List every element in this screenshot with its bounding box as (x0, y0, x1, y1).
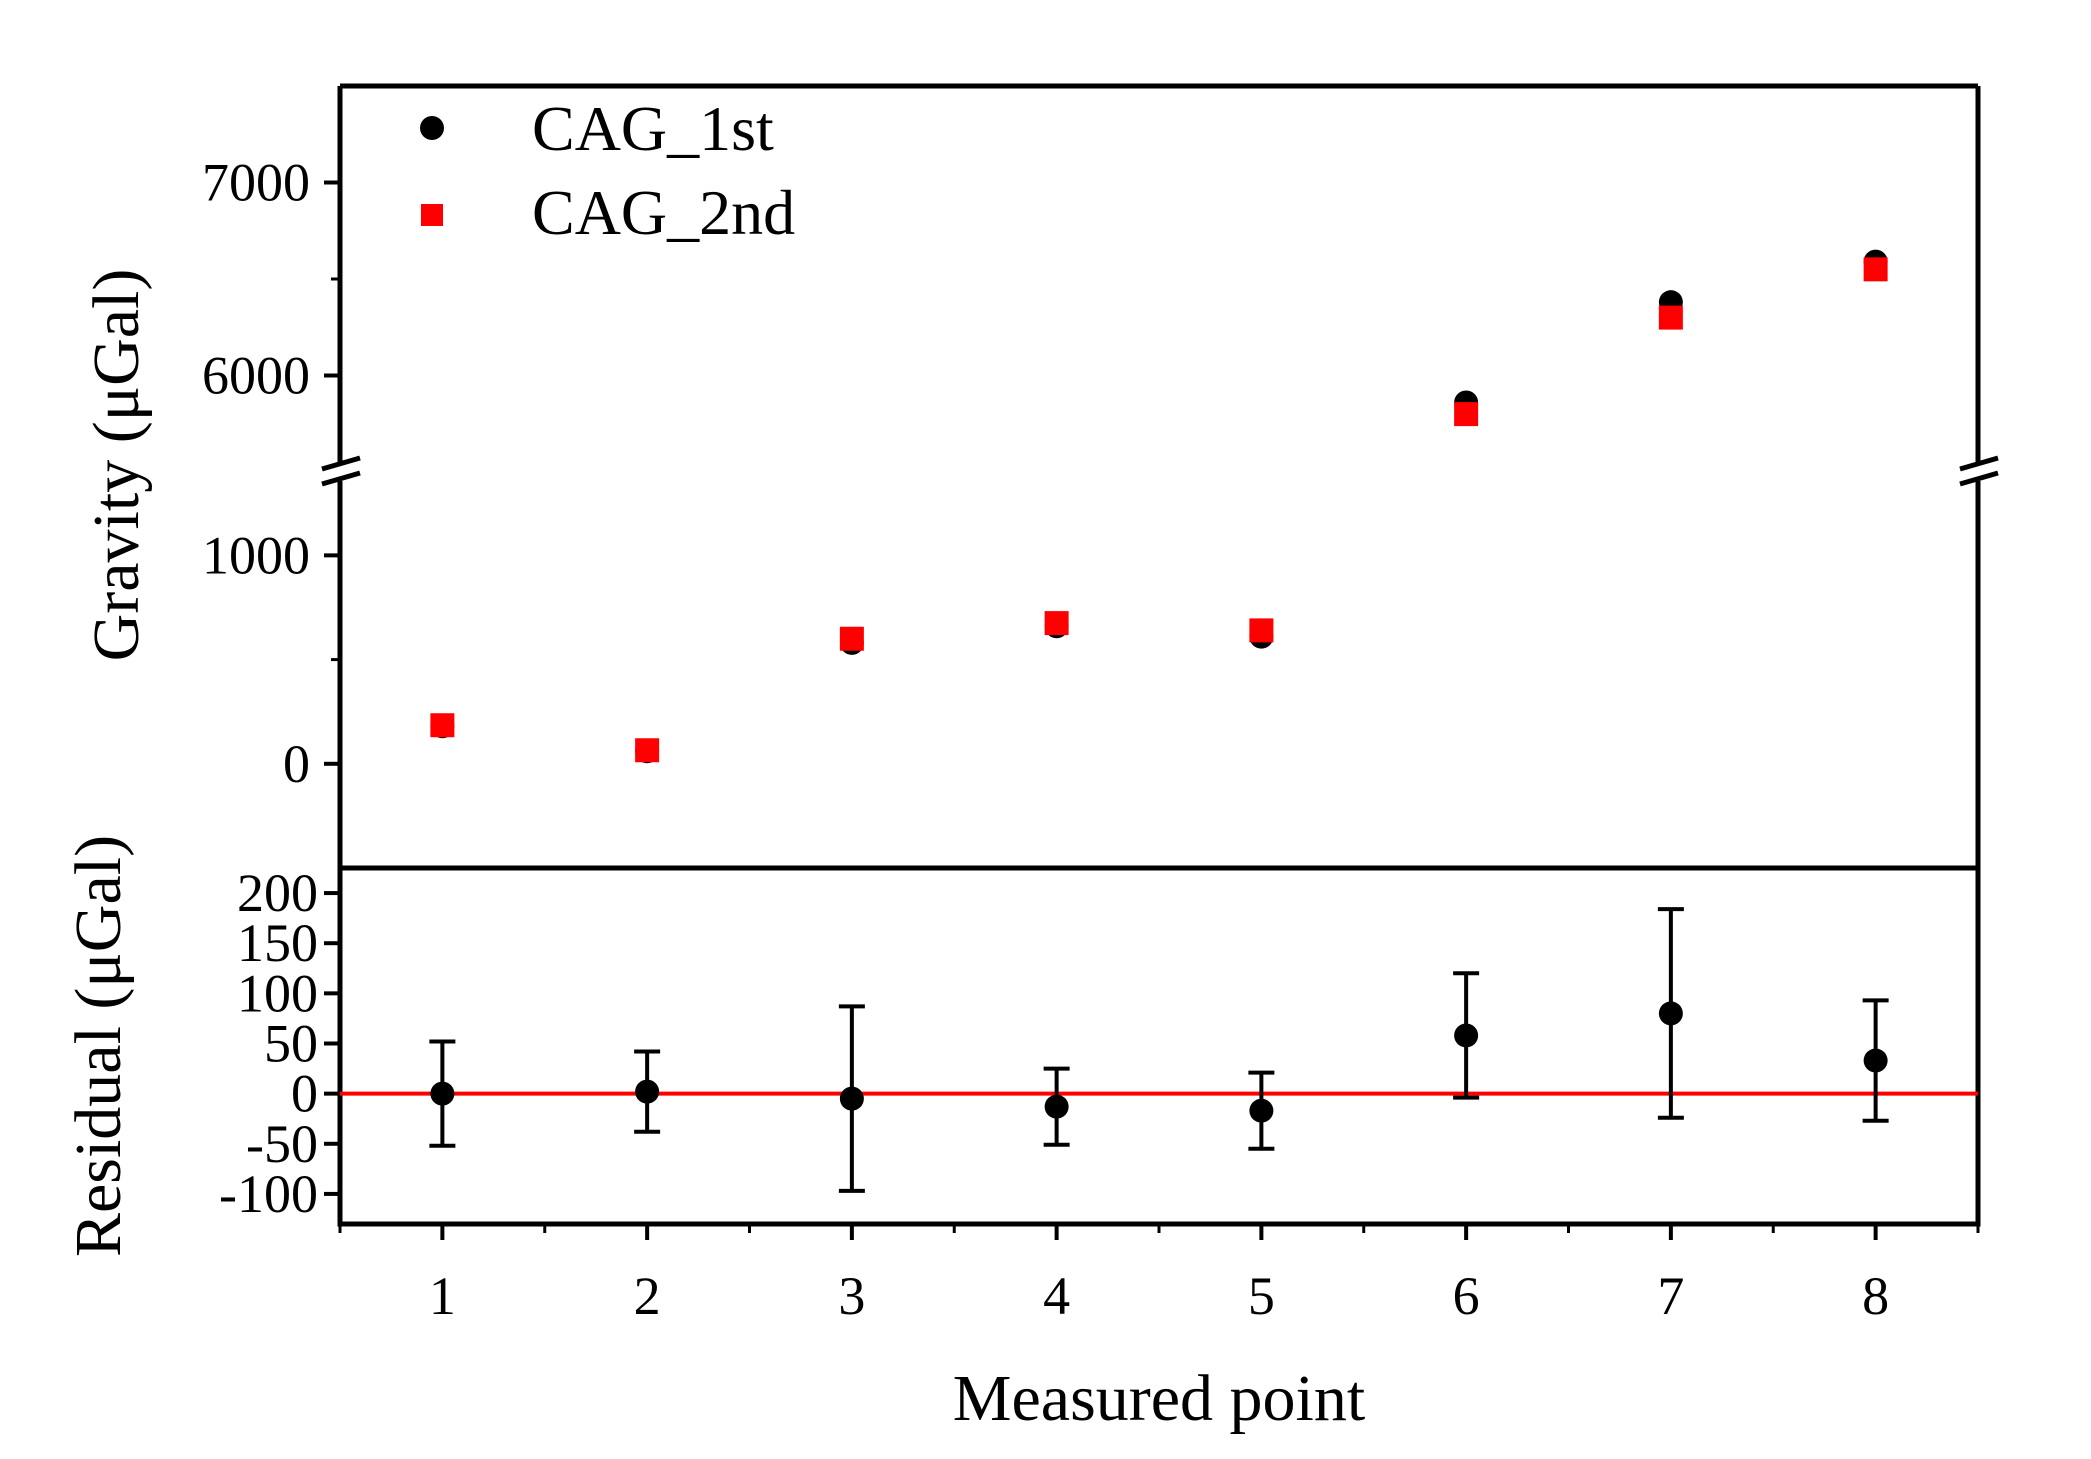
point-cag-2nd (1249, 618, 1274, 643)
x-tick-label: 8 (1862, 1266, 1889, 1326)
x-tick-label: 7 (1657, 1266, 1684, 1326)
x-tick-label: 6 (1453, 1266, 1480, 1326)
residual-point (1863, 1048, 1888, 1073)
residual-y-tick-label: 200 (237, 863, 318, 923)
residual-point (635, 1079, 660, 1104)
residual-y-tick-label: -100 (219, 1164, 318, 1224)
x-tick-label: 1 (429, 1266, 456, 1326)
x-tick-label: 2 (634, 1266, 661, 1326)
axis-break-left (320, 455, 361, 487)
x-tick-label: 3 (838, 1266, 865, 1326)
residual-point (1454, 1023, 1479, 1048)
residual-y-tick-label: 150 (237, 913, 318, 973)
residual-y-tick-label: 50 (264, 1013, 318, 1073)
x-tick-label: 5 (1248, 1266, 1275, 1326)
residual-y-tick-label: 100 (237, 963, 318, 1023)
point-cag-2nd (1658, 305, 1683, 330)
point-cag-2nd (635, 738, 660, 763)
residual-axis-title: Residual (μGal) (62, 835, 135, 1257)
gravity-y-tick-label: 6000 (202, 346, 310, 406)
residual-point (1658, 1001, 1683, 1026)
point-cag-2nd (1044, 611, 1069, 636)
residual-y-tick-label: -50 (246, 1114, 318, 1174)
legend-label-cag-2nd: CAG_2nd (532, 177, 795, 248)
gravity-y-tick-label: 7000 (202, 153, 310, 213)
legend: CAG_1st CAG_2nd (420, 93, 795, 248)
gravity-y-tick-label: 0 (283, 734, 310, 794)
point-cag-2nd (1863, 257, 1888, 282)
gravity-y-tick-label: 1000 (202, 525, 310, 585)
residual-point (430, 1081, 455, 1106)
legend-marker-cag-1st (420, 116, 444, 140)
residual-point (839, 1086, 864, 1111)
gravity-axis-title: Gravity (μGal) (80, 269, 153, 662)
top-panel-frame (337, 83, 1981, 868)
point-cag-2nd (839, 626, 864, 651)
gravity-panel: 0 1000 6000 7000 Gravity (μGal) CAG_1st CAG… (80, 83, 1999, 868)
residual-point (1249, 1098, 1274, 1123)
x-axis-title: Measured point (953, 1362, 1365, 1435)
point-cag-2nd (430, 713, 455, 738)
point-cag-2nd (1454, 402, 1479, 427)
axis-break-right (1958, 455, 1999, 487)
legend-marker-cag-2nd (421, 204, 443, 226)
residual-y-tick-label: 0 (291, 1064, 318, 1124)
residual-point (1044, 1094, 1069, 1119)
legend-label-cag-1st: CAG_1st (532, 93, 774, 164)
x-tick-label: 4 (1043, 1266, 1070, 1326)
